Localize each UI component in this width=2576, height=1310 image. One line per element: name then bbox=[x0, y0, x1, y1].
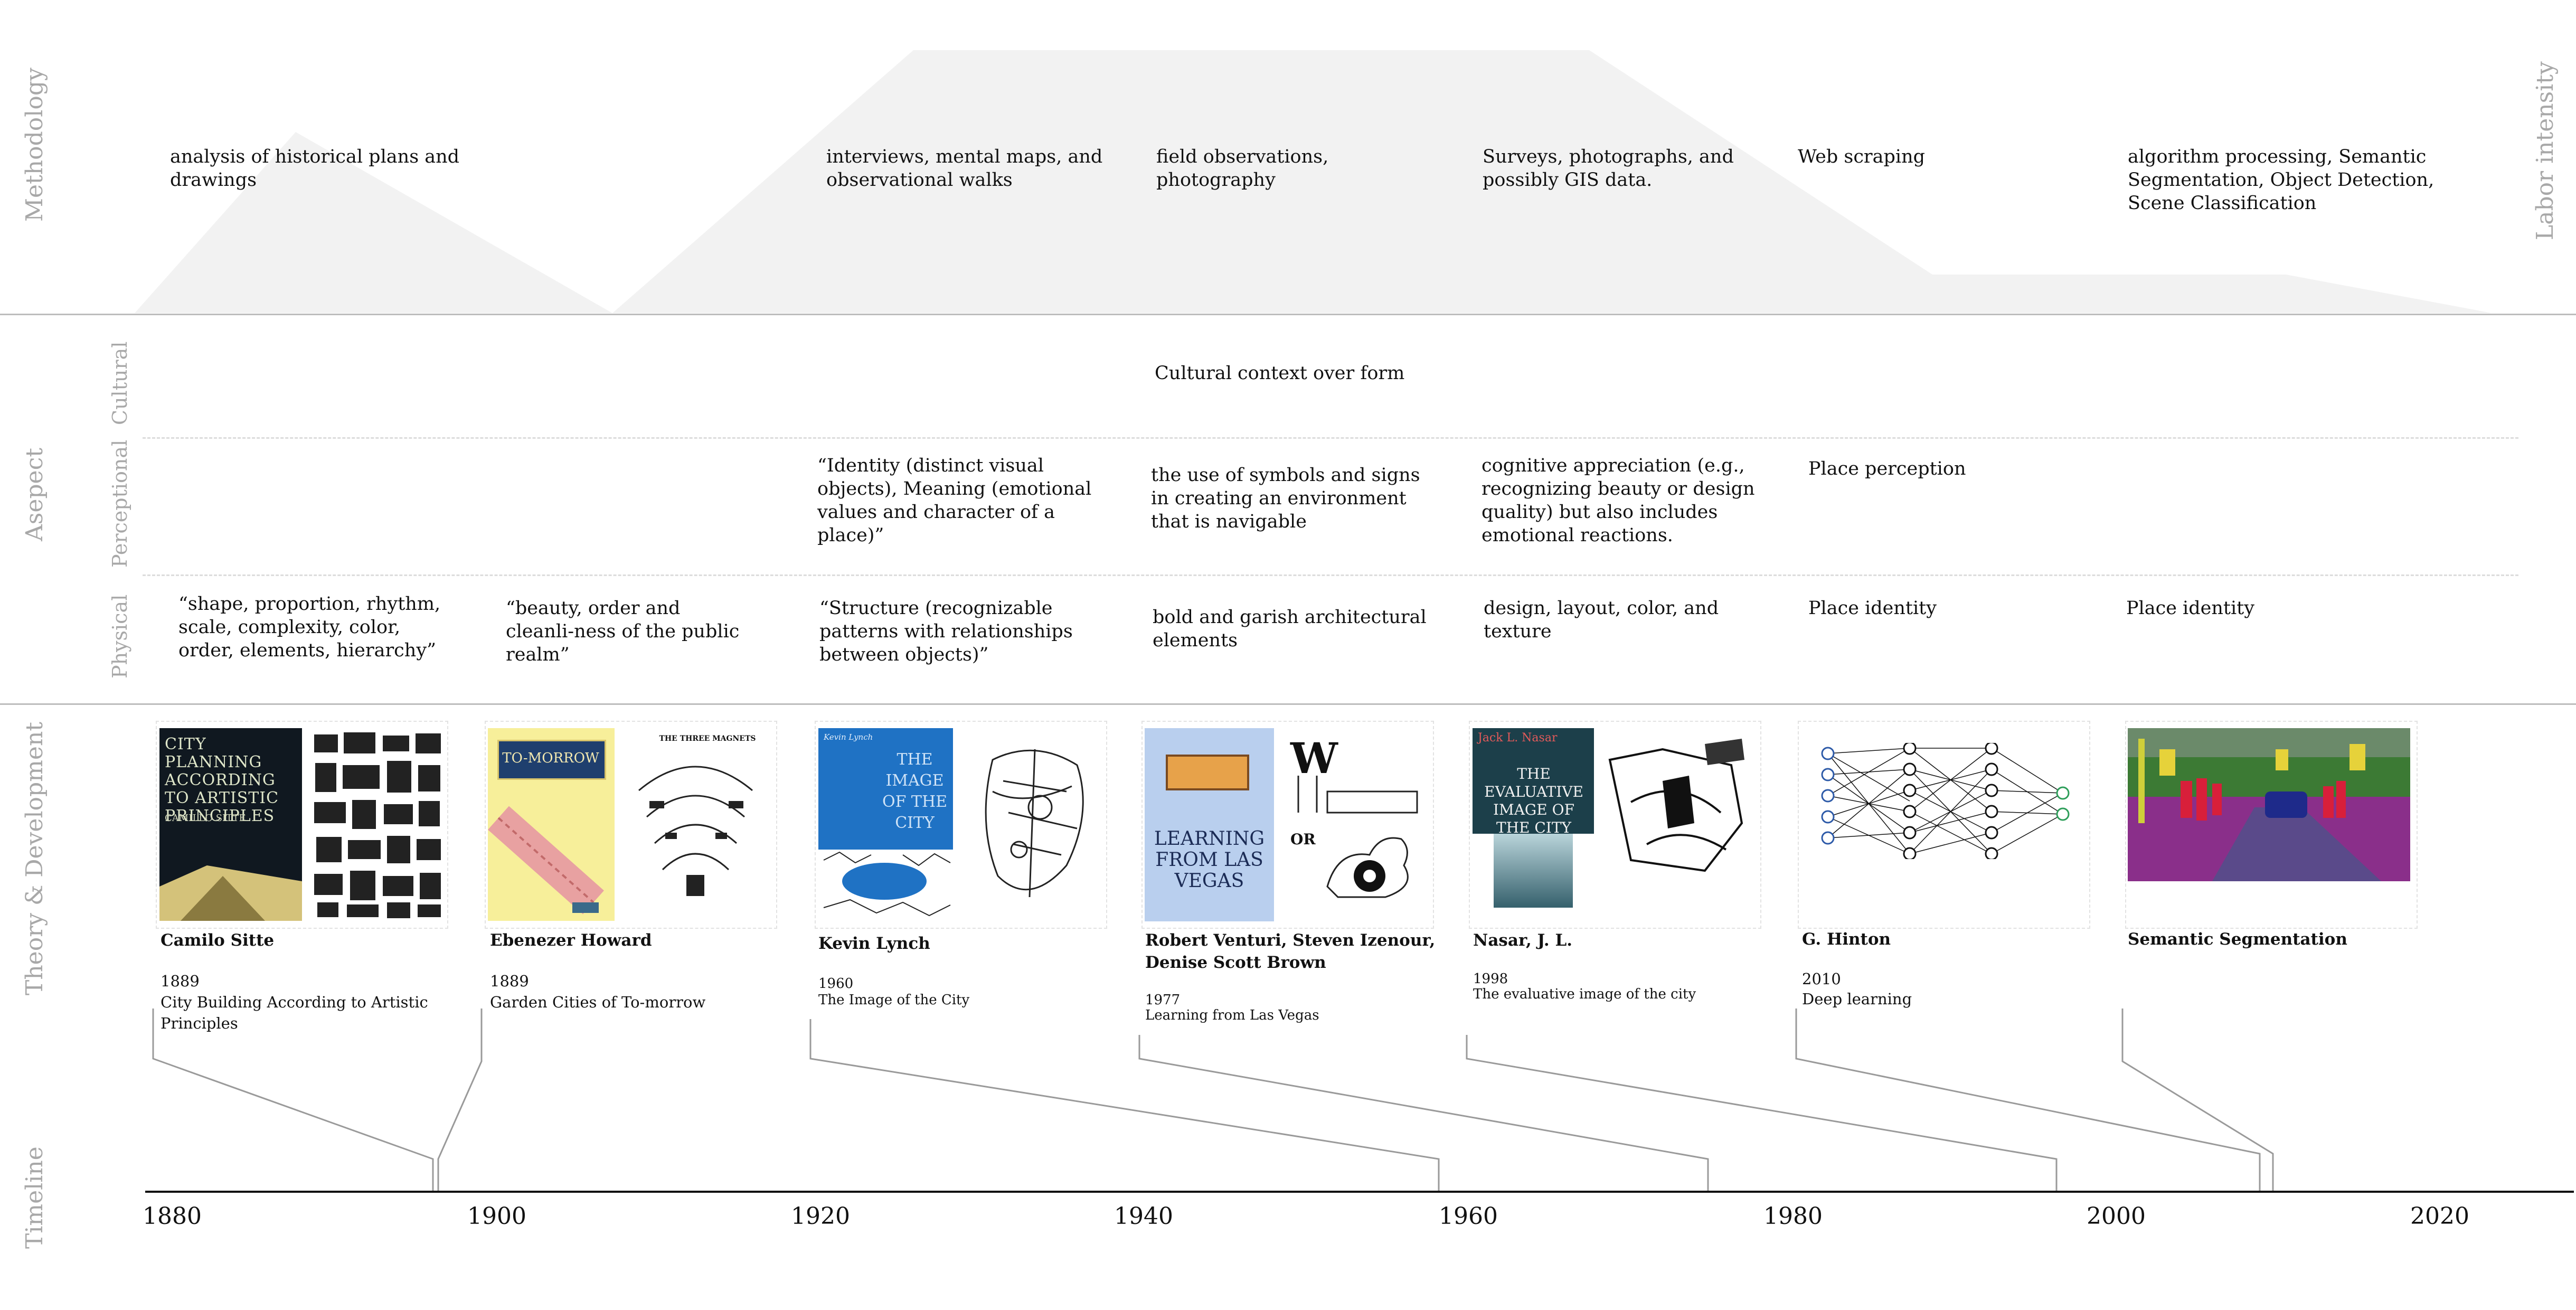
sub-label-physical: Physical bbox=[108, 594, 131, 678]
theory-author-venturi: Robert Venturi, Steven Izenour, Denise S… bbox=[1145, 931, 1436, 972]
labor-intensity-area bbox=[135, 50, 2492, 313]
timeline-tick-1900: 1900 bbox=[467, 1203, 526, 1230]
theory-year-lynch: 1960 bbox=[818, 976, 854, 992]
perceptional-text-nasar: cognitive appreciation (e.g., recognizin… bbox=[1482, 455, 1755, 546]
theory-author-howard: Ebenezer Howard bbox=[490, 931, 652, 950]
perceptional-text-hinton: Place perception bbox=[1808, 458, 1966, 479]
timeline-tick-1980: 1980 bbox=[1763, 1203, 1823, 1230]
timeline-tick-1920: 1920 bbox=[791, 1203, 850, 1230]
aspect-divider-cultural bbox=[143, 437, 2518, 439]
venturi-shed-sign: W bbox=[1290, 733, 1338, 783]
physical-text-lynch: “Structure (recognizable patterns with r… bbox=[819, 598, 1073, 665]
physical-text-sitte: “shape, proportion, rhythm, scale, compl… bbox=[178, 593, 441, 661]
nasar-book-cover: Jack L. Nasar THE EVALUATIVE IMAGE OF TH… bbox=[1473, 728, 1594, 916]
timeline-tick-1880: 1880 bbox=[143, 1203, 202, 1230]
methodology-text-1960: Surveys, photographs, and possibly GIS d… bbox=[1483, 146, 1734, 191]
sitte-book-cover: CITY PLANNING ACCORDING TO ARTISTIC PRIN… bbox=[159, 728, 302, 921]
physical-text-hinton: Place identity bbox=[1808, 598, 1937, 619]
methodology-text-1980: Web scraping bbox=[1798, 146, 1926, 167]
venturi-duck-figure: W OR bbox=[1290, 733, 1418, 898]
timeline-tick-2020: 2020 bbox=[2410, 1203, 2469, 1230]
venturi-book-cover: LEARNING FROM LAS VEGAS bbox=[1145, 728, 1274, 921]
row-label-aspect: Asepect bbox=[21, 448, 48, 541]
labor-intensity-shape bbox=[135, 50, 2492, 313]
timeline-axis bbox=[145, 1191, 2574, 1193]
theory-year-sitte: 1889 bbox=[161, 972, 200, 990]
theory-work-howard: Garden Cities of To-morrow bbox=[490, 993, 706, 1011]
theory-work-hinton: Deep learning bbox=[1802, 990, 1912, 1008]
timeline-tick-1960: 1960 bbox=[1439, 1203, 1498, 1230]
howard-book-cover: TO-MORROW bbox=[488, 728, 615, 921]
theory-author-segmentation: Semantic Segmentation bbox=[2128, 930, 2347, 949]
timeline-connectors bbox=[152, 1009, 2274, 1191]
howard-cover-diagram bbox=[488, 806, 604, 915]
howard-magnets-caption: THE THREE MAGNETS bbox=[659, 734, 756, 743]
theory-card-segmentation bbox=[2125, 721, 2418, 929]
theory-card-hinton bbox=[1798, 721, 2090, 929]
theory-year-nasar: 1998 bbox=[1473, 971, 1508, 987]
row-label-labor-intensity: Labor intensity bbox=[2532, 61, 2559, 240]
theory-year-howard: 1889 bbox=[490, 972, 529, 990]
lynch-cover-author: Kevin Lynch bbox=[824, 732, 873, 742]
lynch-book-cover: Kevin Lynch THE IMAGE OF THE CITY bbox=[818, 728, 953, 923]
methodology-text-1880: analysis of historical plans and drawing… bbox=[170, 146, 460, 191]
theory-author-sitte: Camilo Sitte bbox=[161, 931, 275, 950]
venturi-or-label: OR bbox=[1290, 831, 1316, 848]
theory-author-nasar: Nasar, J. L. bbox=[1473, 931, 1573, 950]
theory-author-lynch: Kevin Lynch bbox=[818, 934, 930, 953]
nasar-cover-author: Jack L. Nasar bbox=[1478, 731, 1558, 744]
row-label-theory: Theory & Development bbox=[21, 722, 48, 995]
methodology-text-1920: interviews, mental maps, and observation… bbox=[826, 146, 1103, 191]
howard-magnets-figure bbox=[638, 766, 753, 896]
theory-card-lynch: Kevin Lynch THE IMAGE OF THE CITY bbox=[815, 721, 1107, 929]
perceptional-text-lynch: “Identity (distinct visual objects), Mea… bbox=[817, 455, 1092, 546]
lynch-mental-map bbox=[985, 749, 1084, 898]
timeline-tick-2000: 2000 bbox=[2087, 1203, 2146, 1230]
theory-card-howard: TO-MORROW THE THREE MAGNETS bbox=[485, 721, 777, 929]
theory-card-venturi: LEARNING FROM LAS VEGAS W OR bbox=[1141, 721, 1434, 929]
sitte-cover-plan bbox=[159, 865, 302, 921]
theory-work-nasar: The evaluative image of the city bbox=[1473, 986, 1696, 1002]
physical-text-venturi: bold and garish architectural elements bbox=[1153, 607, 1427, 651]
lynch-cover-map bbox=[818, 850, 953, 923]
row-label-methodology: Methodology bbox=[21, 68, 48, 222]
sub-label-cultural: Cultural bbox=[108, 341, 131, 425]
aspect-divider-perceptional bbox=[143, 574, 2518, 576]
lynch-cover-title: THE IMAGE OF THE CITY bbox=[882, 750, 948, 832]
sub-label-perceptional: Perceptional bbox=[108, 439, 131, 568]
methodology-text-2000: algorithm processing, Semantic Segmentat… bbox=[2128, 146, 2435, 214]
perceptional-text-venturi: the use of symbols and signs in creating… bbox=[1151, 465, 1420, 532]
theory-year-venturi: 1977 bbox=[1145, 992, 1181, 1008]
theory-author-hinton: G. Hinton bbox=[1802, 930, 1891, 949]
segmentation-street-image bbox=[2128, 728, 2410, 881]
theory-card-sitte: CITY PLANNING ACCORDING TO ARTISTIC PRIN… bbox=[156, 721, 448, 929]
physical-text-segmentation: Place identity bbox=[2126, 598, 2255, 619]
theory-year-hinton: 2010 bbox=[1802, 970, 1841, 988]
timeline-tick-1940: 1940 bbox=[1114, 1203, 1173, 1230]
physical-text-howard: “beauty, order and cleanli-ness of the p… bbox=[506, 598, 740, 665]
cultural-text-1940: Cultural context over form bbox=[1155, 363, 1405, 384]
nasar-cover-title: THE EVALUATIVE IMAGE OF THE CITY bbox=[1484, 765, 1583, 836]
neural-network-figure bbox=[1821, 743, 2070, 859]
sitte-cover-author: CAMILLO SITTE bbox=[165, 813, 246, 824]
theory-card-nasar: Jack L. Nasar THE EVALUATIVE IMAGE OF TH… bbox=[1469, 721, 1761, 929]
nasar-map-figure bbox=[1599, 728, 1758, 887]
theory-work-lynch: The Image of the City bbox=[818, 992, 970, 1008]
section-rule-aspect bbox=[0, 703, 2576, 705]
methodology-text-1940: field observations, photography bbox=[1156, 146, 1329, 191]
section-rule-methodology bbox=[0, 314, 2576, 315]
venturi-cover-title: LEARNING FROM LAS VEGAS bbox=[1154, 828, 1265, 892]
theory-work-venturi: Learning from Las Vegas bbox=[1145, 1007, 1319, 1023]
theory-work-sitte: City Building According to Artistic Prin… bbox=[161, 993, 428, 1032]
physical-text-nasar: design, layout, color, and texture bbox=[1484, 598, 1719, 642]
sitte-cover-title: CITY PLANNING ACCORDING TO ARTISTIC PRIN… bbox=[165, 735, 279, 825]
sitte-plans-figure bbox=[310, 728, 445, 921]
howard-cover-title: TO-MORROW bbox=[502, 750, 599, 766]
